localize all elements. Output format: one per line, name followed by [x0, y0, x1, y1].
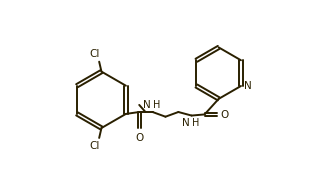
Text: O: O	[220, 110, 228, 120]
Text: O: O	[135, 133, 143, 143]
Text: N: N	[182, 118, 190, 128]
Text: N: N	[143, 100, 151, 110]
Text: H: H	[153, 100, 161, 110]
Text: N: N	[245, 81, 252, 91]
Text: Cl: Cl	[89, 49, 100, 59]
Text: Cl: Cl	[89, 141, 100, 151]
Text: H: H	[192, 118, 200, 128]
